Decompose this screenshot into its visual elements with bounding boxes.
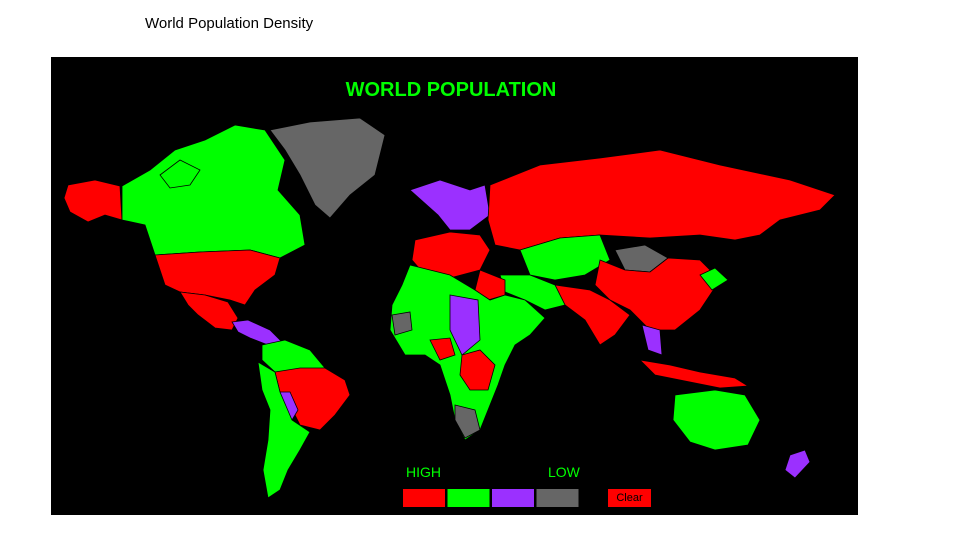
country-region (257, 361, 311, 499)
clear-button-label[interactable]: Clear (616, 492, 643, 504)
legend-high-label: HIGH (406, 464, 441, 480)
legend-swatch (447, 489, 490, 507)
country-region (499, 274, 566, 311)
country-region (121, 124, 306, 259)
country-region (429, 337, 456, 361)
country-region (699, 267, 729, 291)
world-map (63, 117, 836, 499)
country-region (269, 117, 386, 219)
country-region (784, 449, 811, 479)
country-region (641, 324, 663, 356)
map-title: WORLD POPULATION (346, 79, 557, 101)
legend-swatch (536, 489, 579, 507)
country-region (449, 294, 481, 356)
country-region (519, 234, 611, 281)
country-region (391, 311, 413, 336)
legend (403, 489, 579, 507)
legend-swatch (492, 489, 534, 507)
clear-button[interactable]: Clear (608, 489, 651, 507)
country-region (159, 159, 201, 189)
slide-title: World Population Density (145, 15, 314, 32)
country-region (454, 404, 481, 439)
country-region (179, 291, 239, 331)
clear-button-bg[interactable] (608, 489, 651, 507)
legend-low-label: LOW (548, 464, 581, 480)
country-region (63, 179, 123, 223)
country-region (672, 389, 761, 451)
country-region (154, 249, 281, 306)
legend-swatch (403, 489, 445, 507)
country-region (389, 264, 546, 441)
country-region (554, 284, 631, 346)
country-region (638, 359, 750, 389)
country-region (459, 349, 496, 391)
